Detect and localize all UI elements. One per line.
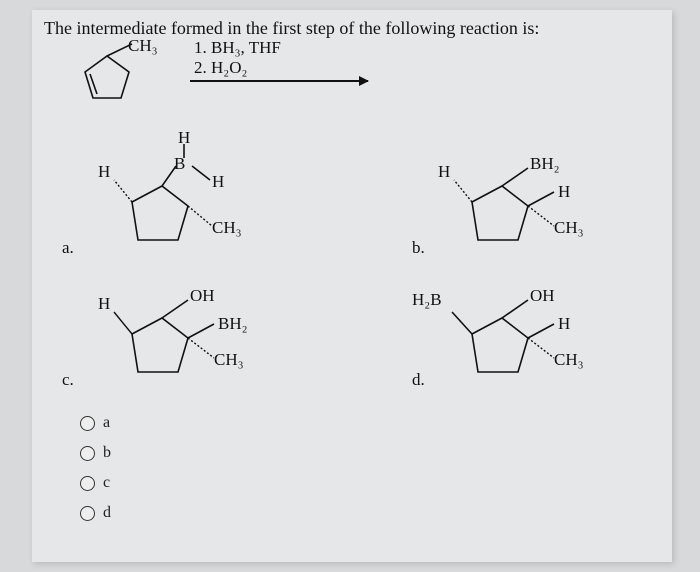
opt-a-H-right: H	[212, 172, 224, 192]
reaction-arrow	[190, 80, 368, 82]
option-a-label: a.	[62, 238, 74, 258]
opt-b-BH2: BH₂	[530, 154, 560, 174]
option-b-label: b.	[412, 238, 425, 258]
opt-a-CH3: CH₃	[212, 218, 242, 238]
option-d-structure: H₂B OH H CH₃	[442, 272, 622, 397]
reagent-block: 1. BH₃, THF 2. H₂O₂	[194, 38, 281, 77]
page: The intermediate formed in the first ste…	[32, 10, 672, 562]
starting-material	[82, 52, 132, 109]
choice-c-row[interactable]: c	[80, 474, 110, 492]
radio-icon	[80, 446, 95, 461]
opt-c-OH: OH	[190, 286, 215, 306]
opt-b-CH3: CH₃	[554, 218, 584, 238]
reagent-line1: 1. BH₃, THF	[194, 38, 281, 58]
opt-d-H: H	[558, 314, 570, 334]
radio-icon	[80, 416, 95, 431]
choice-a-row[interactable]: a	[80, 414, 110, 432]
opt-c-BH2: BH₂	[218, 314, 248, 334]
opt-a-H-top: H	[178, 128, 190, 148]
opt-d-OH: OH	[530, 286, 555, 306]
option-b-structure: H BH₂ H CH₃	[442, 140, 612, 265]
question-text: The intermediate formed in the first ste…	[44, 18, 539, 39]
option-c-label: c.	[62, 370, 74, 390]
start-ch3-label: CH₃	[128, 36, 158, 56]
choice-d-label: d	[103, 504, 111, 522]
option-c-structure: H OH BH₂ CH₃	[102, 272, 272, 397]
opt-a-B: B	[174, 154, 185, 174]
choice-b-label: b	[103, 444, 111, 462]
choice-c-label: c	[103, 474, 110, 492]
opt-b-H-left: H	[438, 162, 450, 182]
radio-icon	[80, 476, 95, 491]
option-d-label: d.	[412, 370, 425, 390]
option-a-structure: H H B H CH₃	[102, 140, 262, 265]
choice-a-label: a	[103, 414, 110, 432]
opt-a-H-left: H	[98, 162, 110, 182]
choice-d-row[interactable]: d	[80, 504, 111, 522]
opt-d-H2B: H₂B	[412, 290, 442, 310]
opt-c-H-left: H	[98, 294, 110, 314]
opt-c-CH3: CH₃	[214, 350, 244, 370]
opt-b-H-right: H	[558, 182, 570, 202]
radio-icon	[80, 506, 95, 521]
opt-d-CH3: CH₃	[554, 350, 584, 370]
reagent-line2: 2. H₂O₂	[194, 58, 281, 78]
choice-b-row[interactable]: b	[80, 444, 111, 462]
